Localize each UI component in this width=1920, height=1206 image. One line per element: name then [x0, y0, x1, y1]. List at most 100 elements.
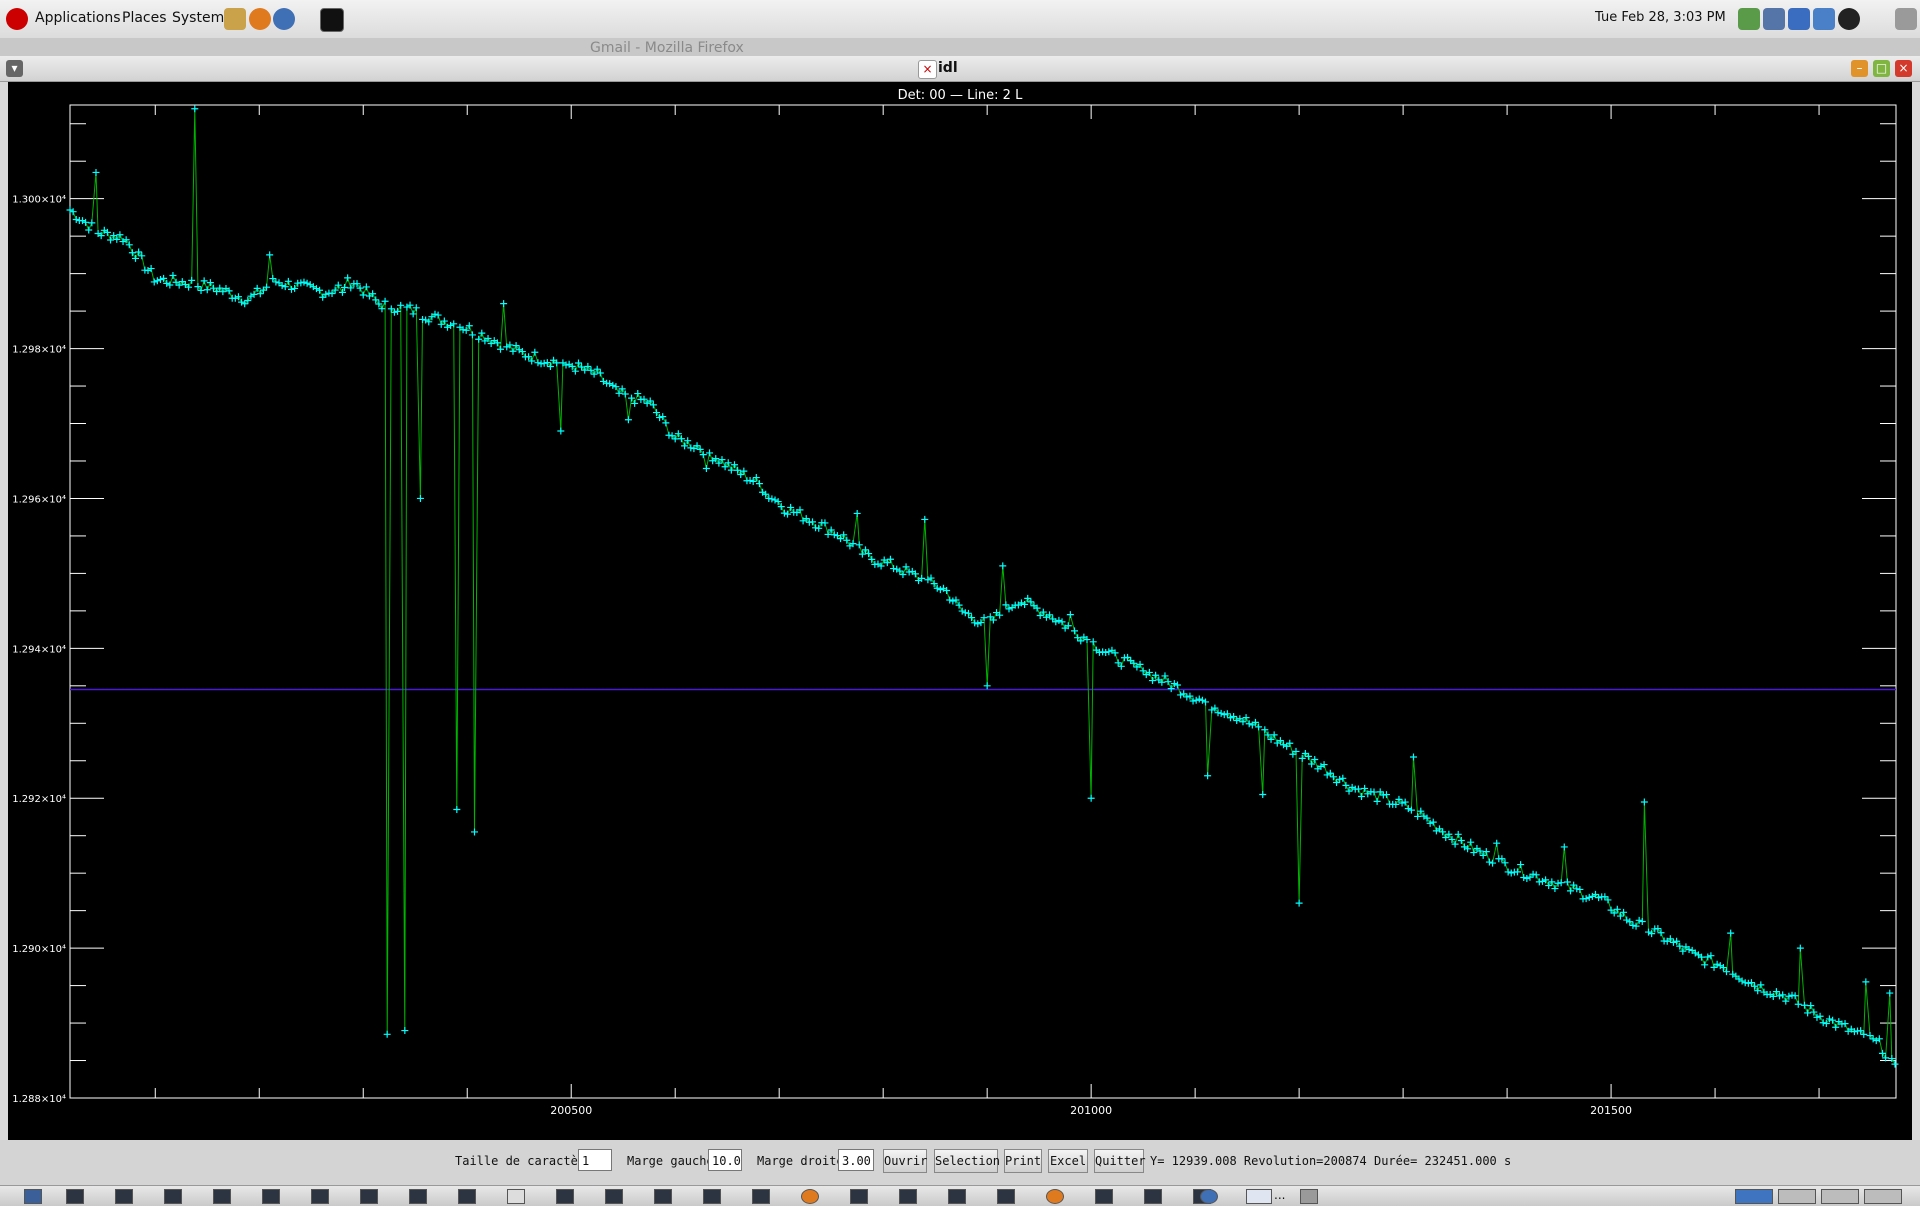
data-point	[546, 362, 554, 370]
data-point	[977, 619, 985, 627]
data-point	[1448, 835, 1456, 843]
task-terminal-icon[interactable]	[997, 1189, 1015, 1204]
data-point	[1548, 878, 1556, 886]
task-terminal-icon[interactable]	[752, 1189, 770, 1204]
data-point	[378, 305, 386, 313]
menu-applications[interactable]: Applications	[35, 10, 121, 26]
data-point	[1204, 772, 1212, 780]
task-firefox-icon[interactable]	[801, 1189, 819, 1204]
clock[interactable]: Tue Feb 28, 3:03 PM	[1595, 10, 1726, 25]
task-terminal-icon[interactable]	[409, 1189, 427, 1204]
task-terminal-icon[interactable]	[850, 1189, 868, 1204]
chart[interactable]: 1.288×10⁴ 1.290×10⁴ 1.292×10⁴ 1.294×10⁴ 1.29…	[8, 82, 1912, 1140]
right-margin-field[interactable]: 3.00	[838, 1149, 874, 1171]
data-point	[1124, 653, 1132, 661]
data-point	[1570, 881, 1578, 889]
plot-area[interactable]: Det: 00 — Line: 2 L 1.288×10⁴ 1.290×10⁴ 1.…	[8, 82, 1912, 1140]
selection-button[interactable]: Selection	[934, 1149, 1000, 1173]
left-margin-field[interactable]: 10.0	[708, 1149, 742, 1171]
menu-places[interactable]: Places	[122, 10, 167, 26]
close-icon[interactable]: ×	[1895, 60, 1912, 77]
data-point	[478, 329, 486, 337]
home-icon[interactable]	[224, 8, 246, 30]
font-size-field[interactable]: 1	[578, 1149, 612, 1171]
data-point	[1685, 945, 1693, 953]
thunderbird-icon[interactable]	[273, 8, 295, 30]
task-terminal-icon[interactable]	[556, 1189, 574, 1204]
task-thunderbird-icon[interactable]	[1200, 1189, 1218, 1204]
data-point	[1036, 611, 1044, 619]
task-terminal-icon[interactable]	[899, 1189, 917, 1204]
update-icon[interactable]	[1788, 8, 1810, 30]
task-terminal-icon[interactable]	[605, 1189, 623, 1204]
print-button[interactable]: Print	[1004, 1149, 1042, 1173]
task-terminal-icon[interactable]	[654, 1189, 672, 1204]
data-point	[1727, 929, 1735, 937]
data-point	[1744, 979, 1752, 987]
window-menu-icon[interactable]: ▾	[6, 60, 23, 77]
task-terminal-icon[interactable]	[458, 1189, 476, 1204]
task-terminal-icon[interactable]	[948, 1189, 966, 1204]
data-point	[238, 298, 246, 306]
data-point	[899, 570, 907, 578]
data-point	[453, 805, 461, 813]
quit-button[interactable]: Quitter	[1094, 1149, 1146, 1173]
data-point	[1214, 709, 1222, 717]
task-terminal-icon[interactable]	[115, 1189, 133, 1204]
data-point	[1785, 992, 1793, 1000]
menu-system[interactable]: System	[172, 10, 225, 26]
terminal-icon[interactable]	[320, 8, 344, 32]
data-point	[1489, 859, 1497, 867]
data-point	[1638, 917, 1646, 925]
data-point	[500, 300, 508, 308]
data-point	[390, 308, 398, 316]
task-terminal-icon[interactable]	[703, 1189, 721, 1204]
workspace-1-icon[interactable]	[1735, 1189, 1773, 1204]
task-terminal-icon[interactable]	[1095, 1189, 1113, 1204]
network-icon[interactable]	[1738, 8, 1760, 30]
open-button[interactable]: Ouvrir	[883, 1149, 927, 1173]
data-point	[824, 530, 832, 538]
task-idl-icon[interactable]	[1246, 1189, 1272, 1204]
task-terminal-icon[interactable]	[1144, 1189, 1162, 1204]
task-trash-icon[interactable]	[1300, 1189, 1318, 1204]
task-terminal-icon[interactable]	[311, 1189, 329, 1204]
workspace-3-icon[interactable]	[1821, 1189, 1859, 1204]
data-point	[1551, 885, 1559, 893]
data-point	[1517, 861, 1525, 869]
data-point	[1819, 1019, 1827, 1027]
task-terminal-icon[interactable]	[262, 1189, 280, 1204]
monitor-icon[interactable]	[1763, 8, 1785, 30]
clock-icon[interactable]	[1838, 8, 1860, 30]
oracle-logo-icon[interactable]	[6, 8, 28, 30]
data-point	[986, 613, 994, 621]
data-point	[1058, 618, 1066, 626]
workspace-4-icon[interactable]	[1864, 1189, 1902, 1204]
trash-icon[interactable]	[1895, 8, 1917, 30]
task-terminal-icon[interactable]	[66, 1189, 84, 1204]
maximize-icon[interactable]: □	[1873, 60, 1890, 77]
workspace-2-icon[interactable]	[1778, 1189, 1816, 1204]
data-point	[397, 301, 405, 309]
data-point	[774, 498, 782, 506]
firefox-icon[interactable]	[249, 8, 271, 30]
data-point	[1064, 622, 1072, 630]
accessibility-icon[interactable]	[1813, 8, 1835, 30]
excel-button[interactable]: Excel	[1048, 1149, 1088, 1173]
task-terminal-icon[interactable]	[360, 1189, 378, 1204]
data-point	[247, 292, 255, 300]
task-terminal-icon[interactable]	[164, 1189, 182, 1204]
task-firefox-icon[interactable]	[1046, 1189, 1064, 1204]
window-titlebar[interactable]: ▾ × idl – □ ×	[0, 56, 1920, 82]
data-point	[1485, 858, 1493, 866]
data-point	[596, 369, 604, 377]
data-point	[952, 596, 960, 604]
task-terminal-icon[interactable]	[213, 1189, 231, 1204]
task-document-icon[interactable]	[507, 1189, 525, 1204]
data-point	[557, 427, 565, 435]
data-point	[1242, 714, 1250, 722]
data-point	[568, 362, 576, 370]
data-point	[1033, 604, 1041, 612]
show-desktop-icon[interactable]	[24, 1189, 42, 1204]
minimize-icon[interactable]: –	[1851, 60, 1868, 77]
